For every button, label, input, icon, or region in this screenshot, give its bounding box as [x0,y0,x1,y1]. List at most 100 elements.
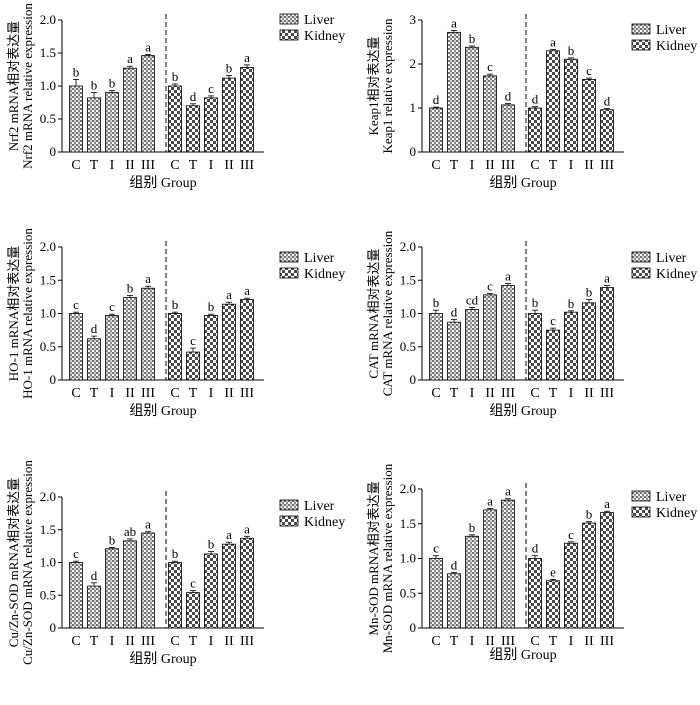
x-tick-label: T [450,386,459,401]
y-tick-label: 2.0 [40,239,56,254]
significance-label: b [568,296,575,311]
chart-panel-0: 0 0.5 1.0 1.5 2.0 b Cb Tb Ia II a III b Cd Tc Ib II a III 组… [6,3,345,191]
legend-swatch-liver [631,490,651,502]
significance-label: a [244,283,250,298]
x-axis-label: 组别 Group [489,175,556,191]
x-tick-label: T [90,158,99,173]
x-tick-label: I [209,158,214,173]
significance-label: c [73,297,79,312]
x-tick-label: I [569,386,574,401]
y-tick-label: 1 [410,100,417,115]
significance-label: cd [466,293,479,308]
x-tick-label: C [530,386,539,401]
legend-label-liver: Liver [304,251,335,266]
x-tick-label: II [584,634,594,649]
bar-kidney-III [600,109,614,153]
significance-label: d [91,321,98,336]
bar-liver-C [69,85,83,153]
bar-kidney-T [546,329,560,381]
legend-label-liver: Liver [656,251,687,266]
legend-label-kidney: Kidney [656,267,697,282]
x-tick-label: I [110,634,115,649]
bar-kidney-II [582,302,596,381]
x-tick-label: II [485,634,495,649]
y-axis-label-cn: HO-1 mRNA相对表达量 [6,246,21,381]
significance-label: a [604,496,610,511]
significance-label: b [568,43,575,58]
bar-kidney-I [564,58,578,153]
bar-liver-C [429,313,443,381]
bar-liver-III [141,532,155,629]
significance-label: d [532,541,539,556]
significance-label: a [505,484,511,499]
y-tick-label: 1.5 [40,45,56,60]
x-axis-label: 组别 Group [489,403,556,419]
legend-label-liver: Liver [304,499,335,514]
legend-label-kidney: Kidney [304,29,345,44]
significance-label: b [73,64,80,79]
y-axis-label-en: Nrf2 mRNA relative expression [20,3,35,169]
significance-label: d [91,568,98,583]
y-tick-label: 0.5 [40,587,56,602]
y-tick-label: 1.0 [400,551,416,566]
significance-label: a [451,16,457,31]
bar-liver-T [87,338,101,381]
bar-liver-III [501,499,515,629]
significance-label: b [208,299,215,314]
bar-liver-T [447,321,461,381]
x-tick-label: T [450,634,459,649]
x-tick-label: C [431,634,440,649]
bar-liver-I [105,92,119,153]
bar-liver-T [87,585,101,629]
y-tick-label: 0 [410,620,417,635]
x-tick-label: II [485,386,495,401]
x-tick-label: C [530,634,539,649]
legend-swatch-kidney [631,506,651,518]
bar-liver-I [465,46,479,153]
bar-kidney-I [564,542,578,629]
legend-swatch-liver [279,13,299,25]
x-tick-label: I [470,634,475,649]
y-tick-label: 0 [50,144,57,159]
significance-label: b [109,76,116,91]
significance-label: d [604,93,611,108]
y-axis-label-en: CAT mRNA relative expression [380,230,395,396]
x-tick-label: C [431,386,440,401]
bar-kidney-T [186,592,200,629]
significance-label: a [505,269,511,284]
bar-kidney-C [168,85,182,153]
bar-kidney-III [600,287,614,381]
x-tick-label: II [485,158,495,173]
bar-liver-I [105,315,119,381]
legend-swatch-kidney [279,267,299,279]
x-tick-label: T [189,158,198,173]
axes: 0 0.5 1.0 1.5 2.0 [40,12,264,159]
y-tick-label: 0 [410,372,417,387]
legend-label-liver: Liver [304,13,335,28]
bar-liver-T [87,97,101,153]
significance-label: a [244,521,250,536]
bar-liver-III [141,287,155,381]
y-tick-label: 0 [410,144,417,159]
x-tick-label: C [170,158,179,173]
bar-kidney-III [600,512,614,629]
x-axis-label: 组别 Group [129,403,196,419]
y-tick-label: 1.0 [400,306,416,321]
significance-label: a [604,271,610,286]
bar-kidney-T [186,105,200,153]
y-axis-label-en: HO-1 mRNA relative expression [20,228,35,399]
bar-kidney-I [564,311,578,381]
legend-swatch-liver [279,499,299,511]
y-axis-label-cn: Cu/Zn-SOD mRNA相对表达量 [6,478,21,647]
x-tick-label: T [549,386,558,401]
x-tick-label: II [125,634,135,649]
significance-label: b [469,520,476,535]
significance-label: ab [124,524,136,539]
x-tick-label: III [600,634,614,649]
x-tick-label: C [530,158,539,173]
legend-label-kidney: Kidney [304,267,345,282]
legend-label-liver: Liver [656,490,687,505]
